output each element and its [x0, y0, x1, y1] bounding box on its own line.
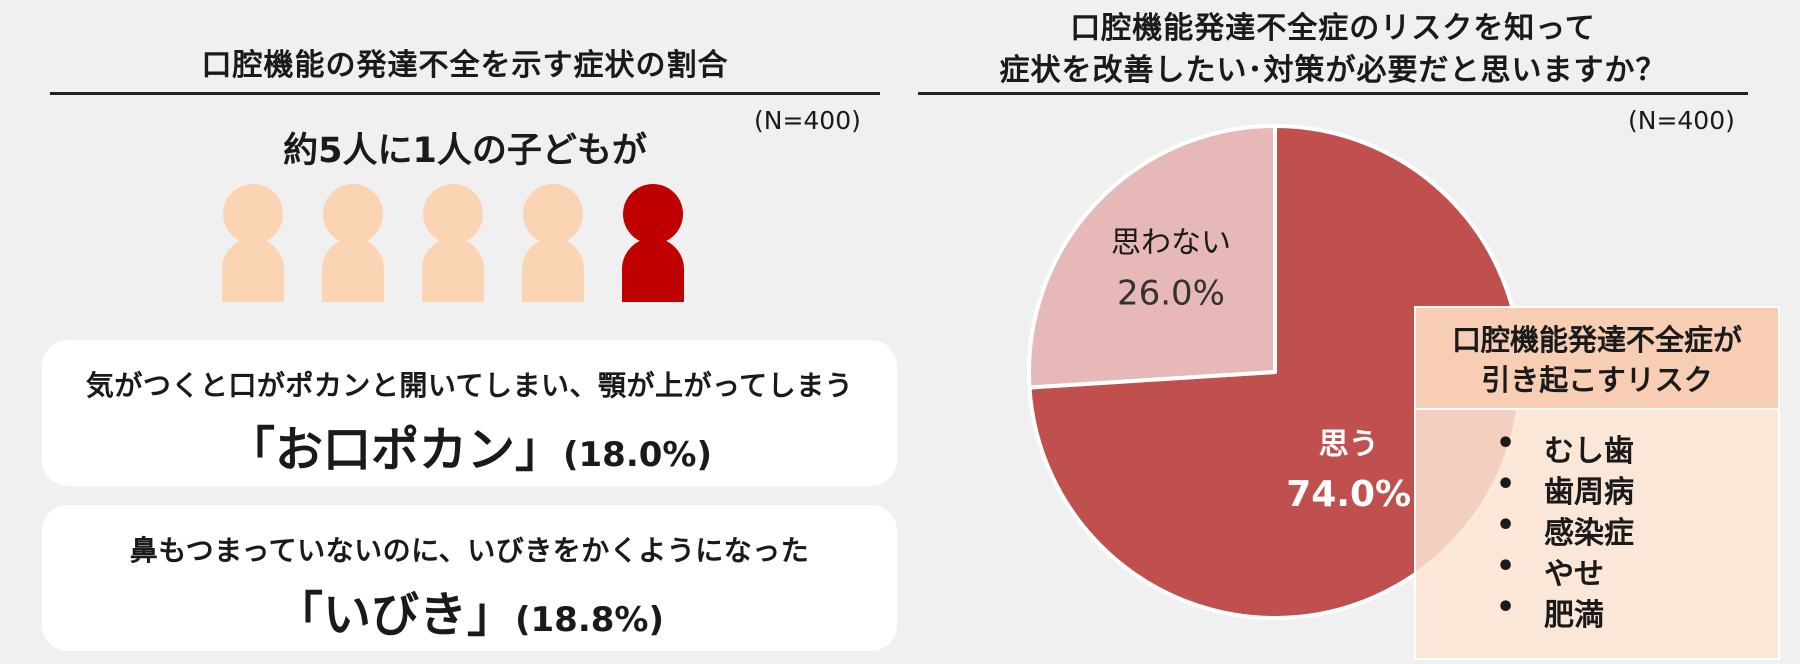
risk-item-label: むし歯 — [1544, 434, 1634, 469]
risk-box-header: 口腔機能発達不全症が 引き起こすリスク — [1416, 308, 1778, 410]
people-pictogram — [222, 184, 692, 304]
risk-box: 口腔機能発達不全症が 引き起こすリスク • むし歯 • 歯周病 • 感染症 • やせ • 肥満 — [1414, 306, 1780, 660]
symptom-percent: (18.0%) — [562, 435, 713, 475]
left-headline: 約5人に1人の子どもが — [283, 131, 647, 171]
symptom-description: 気がつくと口がポカンと開いてしまい、顎が上がってしまう — [85, 369, 854, 402]
right-chart-title: 口腔機能発達不全症のリスクを知って 症状を改善したい･対策が必要だと思いますか？ — [918, 8, 1748, 92]
risk-item-label: 感染症 — [1544, 516, 1634, 551]
bullet-icon: • — [1496, 467, 1516, 502]
right-title-line1: 口腔機能発達不全症のリスクを知って — [1070, 11, 1596, 46]
symptom-card-mouth-open: 気がつくと口がポカンと開いてしまい、顎が上がってしまう 「お口ポカン」(18.0… — [42, 340, 897, 486]
pie-value-yes: 74.0% — [1286, 474, 1411, 515]
risk-list-item: • 感染症 — [1416, 508, 1778, 551]
person-icon — [322, 184, 384, 302]
risk-item-label: やせ — [1544, 557, 1604, 592]
person-icon-highlighted — [622, 184, 684, 302]
risk-item-label: 歯周病 — [1544, 475, 1634, 510]
symptom-name: 「お口ポカン」 — [226, 422, 563, 478]
pie-label-no: 思わない — [1111, 225, 1231, 260]
right-sample-size: (N=400) — [1628, 106, 1735, 135]
left-sample-size: (N=400) — [754, 106, 861, 135]
right-title-divider — [918, 92, 1748, 95]
pie-chart: 思う 74.0% 思わない 26.0% — [1027, 124, 1523, 620]
pie-value-no: 26.0% — [1117, 273, 1225, 313]
pie-slice-no — [1027, 124, 1277, 390]
risk-list-item: • やせ — [1416, 549, 1778, 592]
bullet-icon: • — [1496, 508, 1516, 543]
left-title-divider — [50, 92, 880, 95]
symptom-name: 「いびき」 — [274, 587, 515, 643]
symptom-description: 鼻もつまっていないのに、いびきをかくようになった — [129, 534, 810, 567]
person-icon — [522, 184, 584, 302]
symptom-percent: (18.8%) — [514, 600, 665, 640]
risk-item-label: 肥満 — [1544, 598, 1604, 633]
person-icon — [422, 184, 484, 302]
risk-list-item: • 肥満 — [1416, 590, 1778, 633]
bullet-icon: • — [1496, 590, 1516, 625]
symptom-headline: 「お口ポカン」(18.0%) — [42, 410, 897, 480]
bullet-icon: • — [1496, 549, 1516, 584]
symptom-card-snoring: 鼻もつまっていないのに、いびきをかくようになった 「いびき」(18.8%) — [42, 505, 897, 651]
left-chart-title: 口腔機能の発達不全を示す症状の割合 — [201, 48, 729, 83]
pie-label-yes: 思う — [1319, 427, 1379, 462]
person-icon — [222, 184, 284, 302]
risk-list-item: • むし歯 — [1416, 426, 1778, 469]
risk-list: • むし歯 • 歯周病 • 感染症 • やせ • 肥満 — [1416, 426, 1778, 633]
risk-list-item: • 歯周病 — [1416, 467, 1778, 510]
symptom-headline: 「いびき」(18.8%) — [42, 575, 897, 645]
bullet-icon: • — [1496, 426, 1516, 461]
risk-box-title-line1: 口腔機能発達不全症が — [1451, 323, 1742, 357]
risk-box-title-line2: 引き起こすリスク — [1481, 363, 1713, 397]
right-title-line2: 症状を改善したい･対策が必要だと思いますか？ — [999, 53, 1667, 88]
